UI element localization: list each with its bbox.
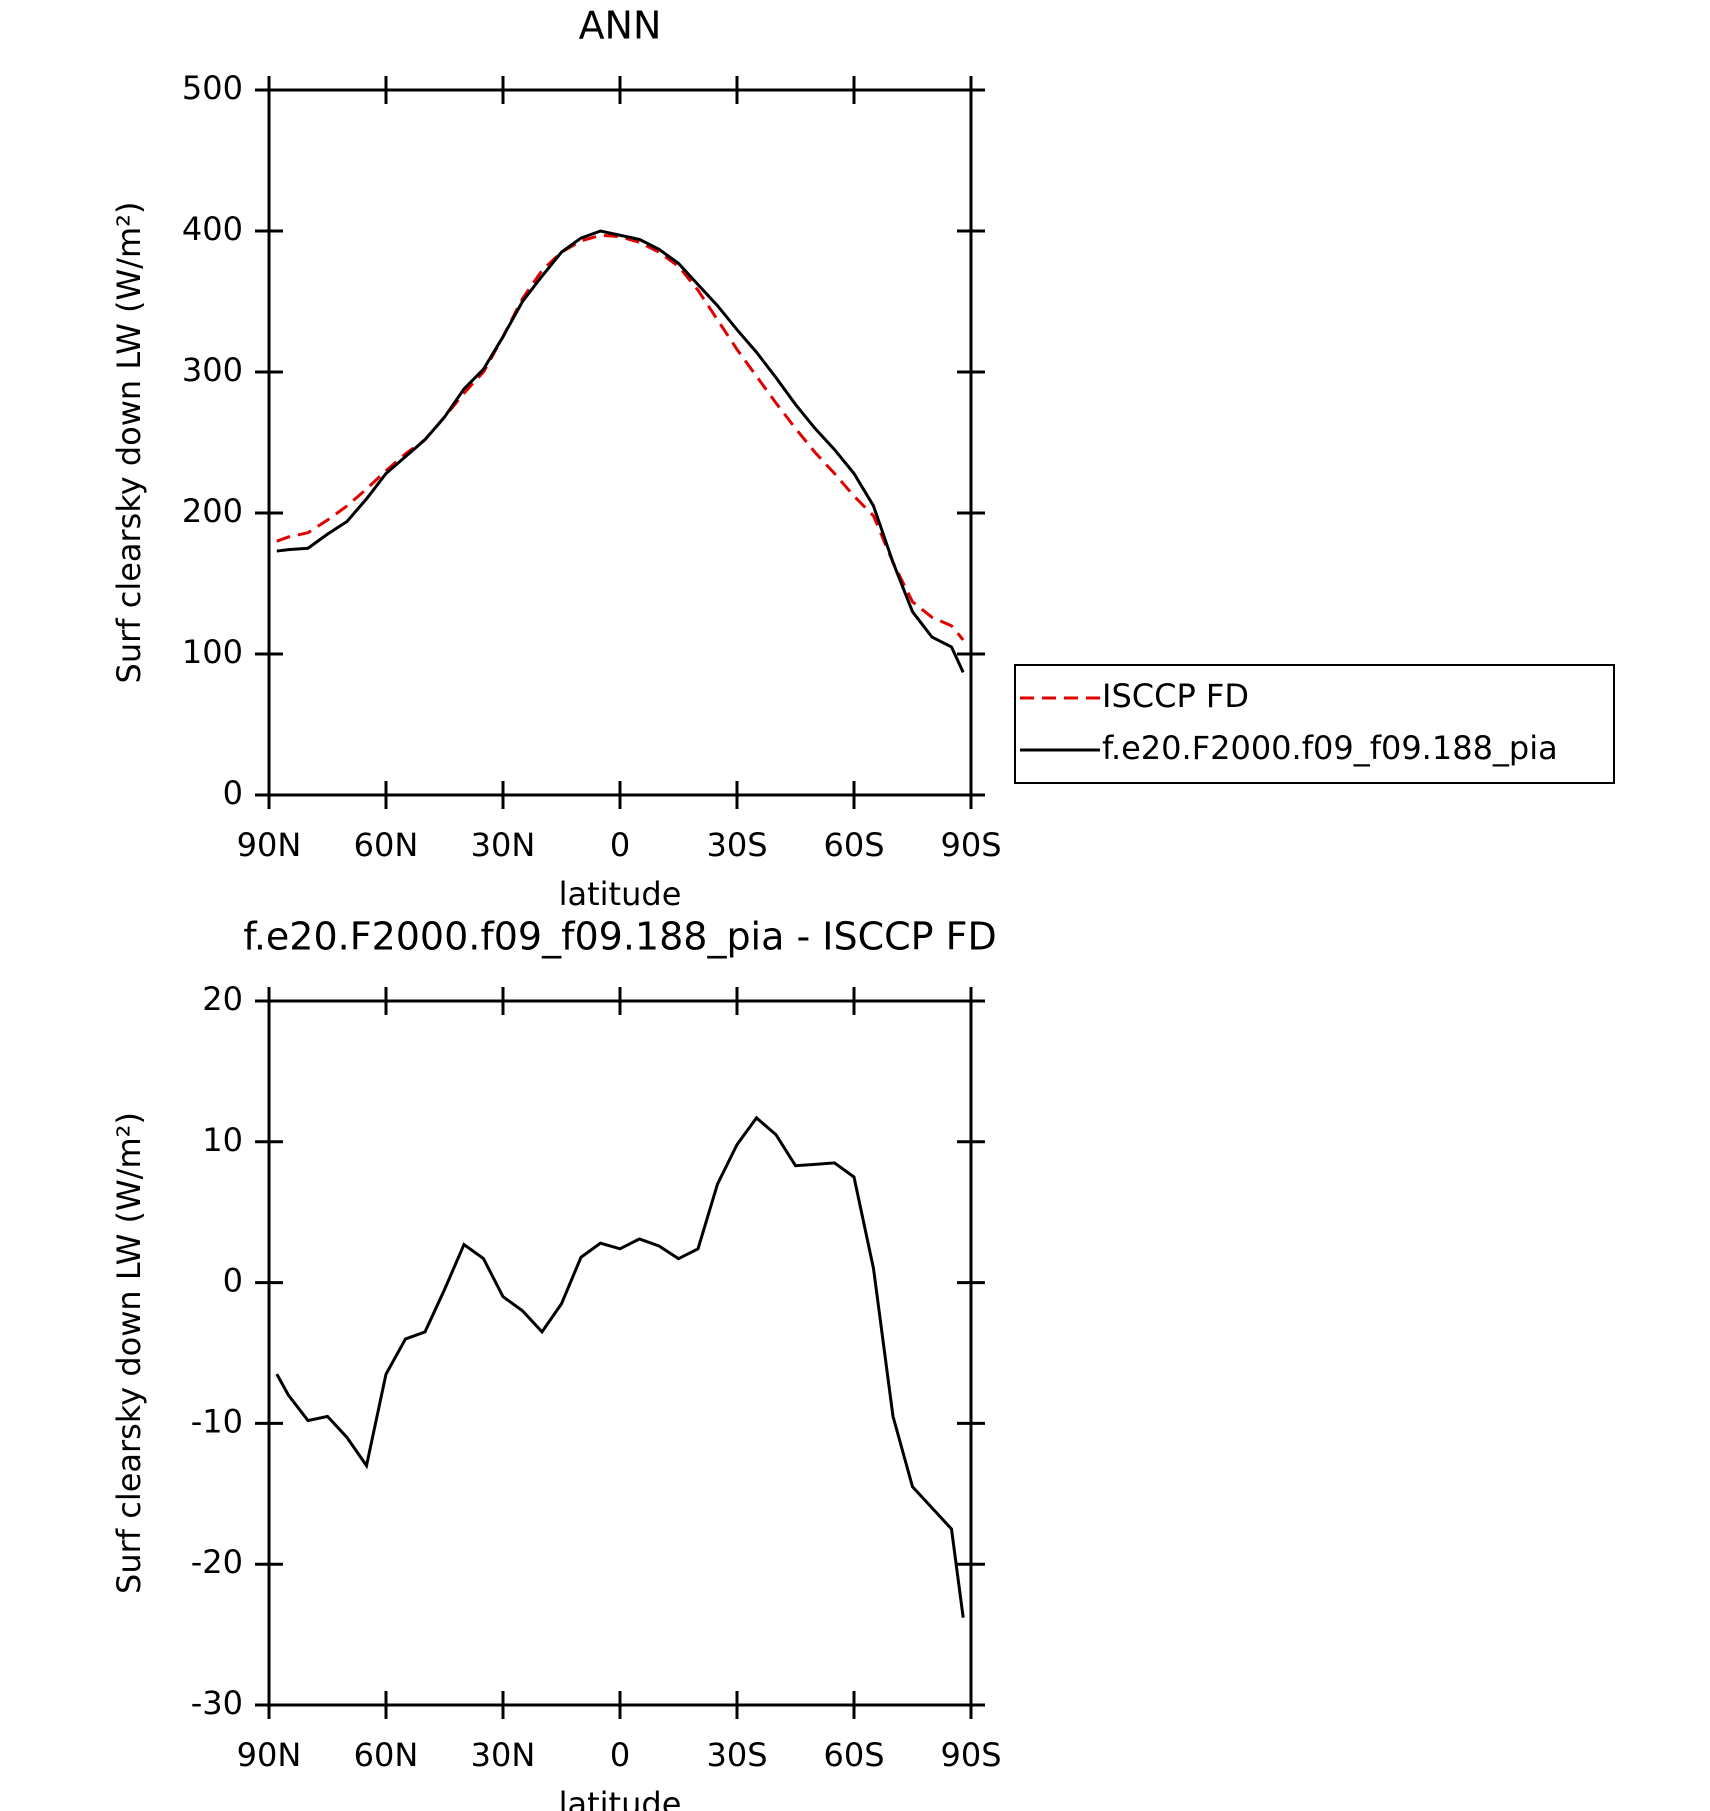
plot-frame (267, 999, 973, 1707)
y-tick-label: 400 (182, 210, 243, 248)
x-tick-label: 0 (610, 1736, 630, 1774)
y-axis-label: Surf clearsky down LW (W/m²) (110, 202, 148, 684)
y-axis-label: Surf clearsky down LW (W/m²) (110, 1112, 148, 1594)
x-tick-label: 30N (471, 826, 536, 864)
x-tick-label: 60S (823, 826, 884, 864)
y-tick-label: 300 (182, 351, 243, 389)
legend-box (1014, 664, 1615, 784)
x-tick-label: 30S (706, 1736, 767, 1774)
y-tick-label: -10 (191, 1402, 243, 1440)
y-tick-label: 200 (182, 492, 243, 530)
data-line (275, 1115, 965, 1618)
y-tick-label: -30 (191, 1684, 243, 1722)
x-tick-label: 90N (237, 1736, 302, 1774)
x-tick-label: 60N (354, 826, 419, 864)
data-line (276, 229, 965, 673)
x-tick-label: 0 (610, 826, 630, 864)
x-axis-label: latitude (559, 1785, 682, 1811)
x-tick-label: 60N (354, 1736, 419, 1774)
plot-frame (267, 88, 973, 797)
chart-title: ANN (579, 4, 662, 48)
y-tick-label: 100 (182, 633, 243, 671)
x-axis-label: latitude (559, 875, 682, 913)
y-tick-label: -20 (191, 1543, 243, 1581)
x-tick-label: 30N (471, 1736, 536, 1774)
x-tick-label: 90N (237, 826, 302, 864)
y-tick-label: 20 (202, 980, 243, 1018)
chart-title: f.e20.F2000.f09_f09.188_pia - ISCCP FD (243, 915, 997, 959)
legend-label: f.e20.F2000.f09_f09.188_pia (1102, 729, 1558, 767)
x-tick-label: 60S (823, 1736, 884, 1774)
y-tick-label: 0 (223, 1262, 243, 1300)
x-tick-label: 90S (940, 1736, 1001, 1774)
x-tick-label: 30S (706, 826, 767, 864)
x-tick-label: 90S (940, 826, 1001, 864)
y-tick-label: 10 (202, 1121, 243, 1159)
data-line (276, 233, 965, 641)
y-tick-label: 0 (223, 774, 243, 812)
legend-label: ISCCP FD (1102, 677, 1249, 715)
y-tick-label: 500 (182, 69, 243, 107)
